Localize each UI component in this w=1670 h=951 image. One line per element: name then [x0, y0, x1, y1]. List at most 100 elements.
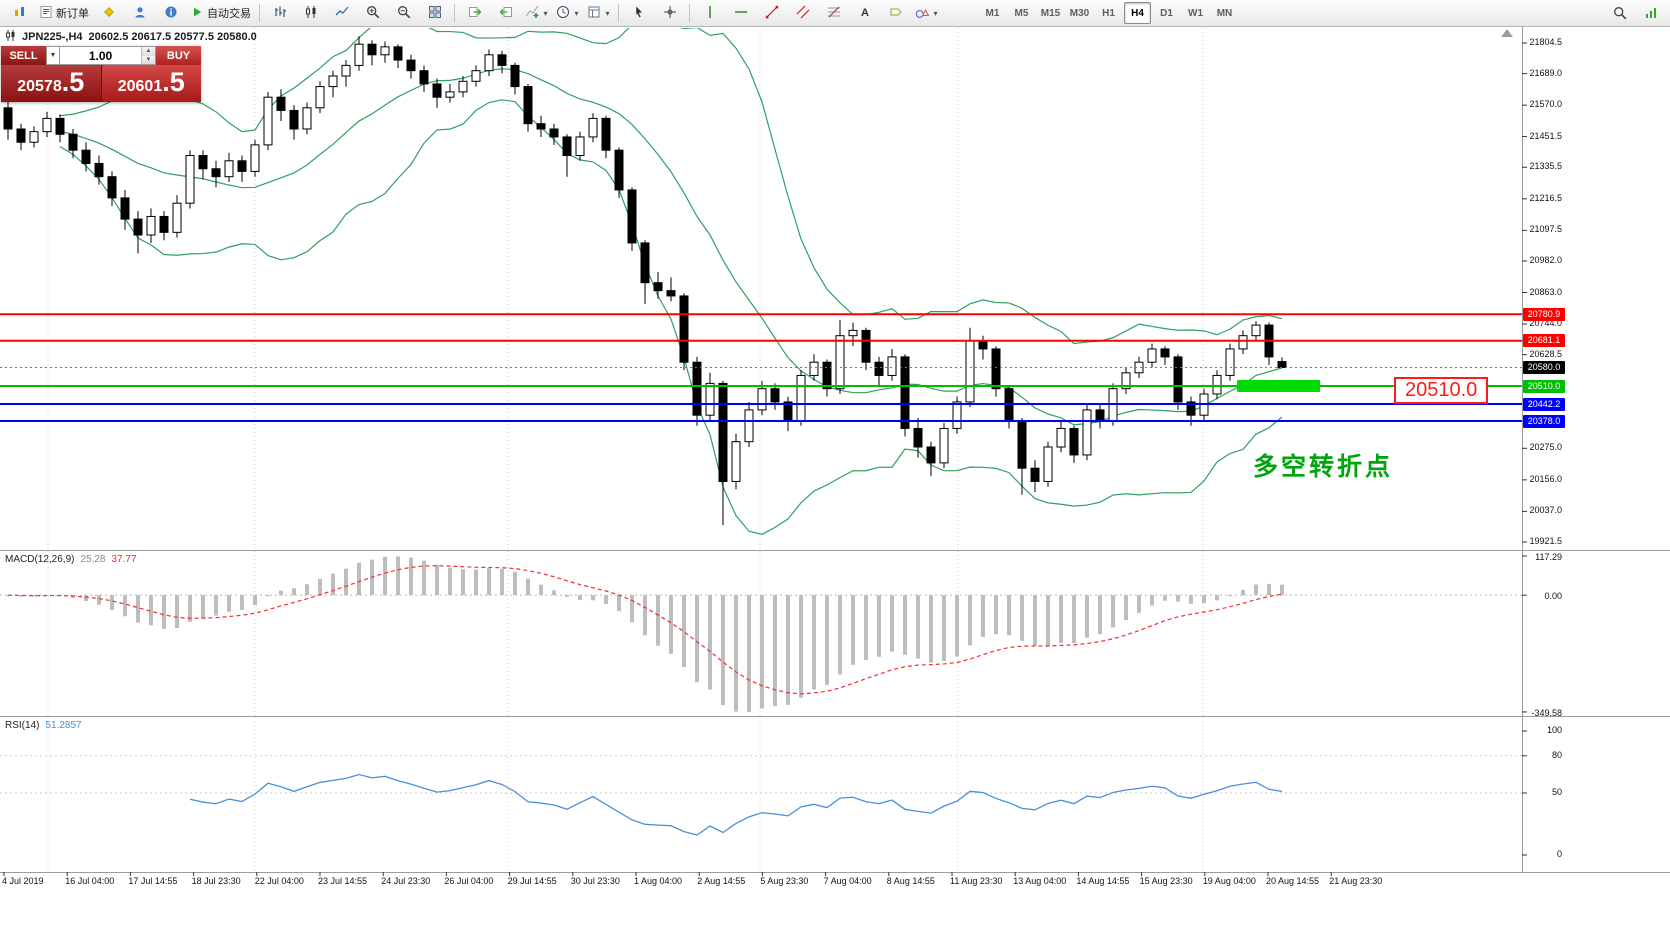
tile-windows-button[interactable] [420, 1, 449, 25]
autotrading-button[interactable]: 自动交易 [187, 1, 254, 25]
volume-up-button[interactable]: ▲ [142, 47, 155, 56]
buy-button[interactable]: BUY [156, 46, 201, 65]
fibonacci-button[interactable] [819, 1, 848, 25]
rsi-panel[interactable] [0, 717, 1522, 872]
price-scale-label: 19921.5 [1529, 536, 1562, 546]
timeframe-m5[interactable]: M5 [1014, 7, 1029, 19]
turning-point-note[interactable]: 多空转折点 [1253, 453, 1394, 481]
channel-button[interactable] [788, 1, 817, 25]
periods-button[interactable]: ▾ [553, 1, 582, 25]
sell-button[interactable]: SELL [1, 46, 46, 65]
chart-shift-button[interactable] [491, 1, 520, 25]
zoom-out-button[interactable] [389, 1, 418, 25]
time-axis-label: 30 Jul 23:30 [570, 876, 620, 886]
timeframe-m1[interactable]: M1 [985, 7, 1000, 19]
vertical-line-button[interactable] [695, 1, 724, 25]
main-plot[interactable] [0, 27, 1522, 550]
label-button[interactable] [881, 1, 910, 25]
macd-histogram-bar [240, 595, 244, 610]
volume-input[interactable]: 1.00 [88, 48, 113, 63]
auto-scroll-button[interactable] [460, 1, 489, 25]
macd-histogram-bar [513, 571, 517, 596]
text-icon: A [858, 5, 872, 22]
macd-panel[interactable] [0, 551, 1522, 716]
time-axis-label: 5 Aug 23:30 [760, 876, 809, 886]
chart-shift-marker[interactable] [1501, 29, 1513, 37]
candle [796, 374, 806, 421]
price-annotation[interactable]: 20510.0 [1394, 377, 1489, 404]
search-button[interactable] [1605, 1, 1634, 25]
macd-signal-value: 37.77 [111, 554, 137, 565]
rsi-scale-label: 50 [1551, 787, 1562, 797]
crosshair-button[interactable] [655, 1, 684, 25]
sell-price-button[interactable]: 20578 .5 [1, 65, 102, 102]
line-chart-button[interactable] [327, 1, 356, 25]
chart-title: JPN225-,H4 20602.5 20617.5 20577.5 20580… [5, 30, 257, 44]
text-button[interactable]: A [850, 1, 879, 25]
timeframe-w1[interactable]: W1 [1188, 7, 1203, 19]
price-scale-label: 20863.0 [1529, 286, 1562, 297]
bar-chart-button[interactable] [265, 1, 294, 25]
sell-price-int: 20578 [17, 78, 62, 95]
candle [406, 59, 416, 72]
buy-price-button[interactable]: 20601 .5 [101, 65, 201, 102]
info-button[interactable] [156, 1, 185, 25]
candlestick-chart-button[interactable] [296, 1, 325, 25]
line-icon [335, 5, 349, 22]
candle [133, 218, 143, 236]
candlestick-icon [5, 30, 16, 44]
chart-canvas[interactable] [0, 27, 1670, 951]
shapes-button[interactable]: ▾ [912, 1, 941, 25]
timeframe-h4[interactable]: H4 [1124, 2, 1151, 24]
time-axis-label: 26 Jul 04:00 [444, 876, 494, 886]
candle [289, 109, 299, 130]
volume-dropdown[interactable]: ▼ [46, 46, 60, 65]
connection-icon [1636, 1, 1665, 25]
candle [1238, 335, 1248, 350]
macd-histogram-bar [1033, 595, 1037, 646]
time-axis-label: 20 Aug 14:55 [1266, 876, 1320, 886]
timeframe-m30[interactable]: M30 [1069, 7, 1090, 19]
macd-histogram-bar [305, 584, 309, 596]
macd-histogram-bar [318, 578, 322, 596]
candle [536, 123, 546, 130]
candle [1030, 467, 1040, 482]
zoom-in-icon [366, 5, 380, 22]
macd-histogram-bar [721, 595, 725, 706]
indicators-button[interactable]: ▾ [522, 1, 551, 25]
candle [809, 361, 819, 376]
trendline-button[interactable] [757, 1, 786, 25]
timeframe-h1[interactable]: H1 [1102, 7, 1115, 19]
cursor-button[interactable] [624, 1, 653, 25]
macd-histogram-bar [1189, 595, 1193, 604]
time-axis-label: 8 Aug 14:55 [886, 876, 935, 886]
candle [120, 197, 130, 220]
symbol-chart-button[interactable] [5, 1, 34, 25]
profile-button[interactable] [125, 1, 154, 25]
price-scale-label: 21570.0 [1529, 99, 1562, 110]
timeframe-mn[interactable]: MN [1216, 7, 1233, 19]
metaeditor-button[interactable] [94, 1, 123, 25]
chart-window[interactable]: JPN225-,H4 20602.5 20617.5 20577.5 20580… [0, 27, 1670, 951]
candle [653, 282, 663, 292]
macd-histogram-bar [877, 595, 881, 657]
fibo-icon [827, 5, 841, 22]
highlight-rectangle[interactable] [1237, 380, 1320, 392]
macd-histogram-bar [1124, 595, 1128, 621]
templates-button[interactable]: ▾ [584, 1, 613, 25]
candle [497, 54, 507, 66]
trend-icon [765, 5, 779, 22]
candle [627, 189, 637, 244]
timeframe-d1[interactable]: D1 [1160, 7, 1173, 19]
volume-down-button[interactable]: ▼ [142, 55, 155, 64]
time-axis-label: 23 Jul 14:55 [318, 876, 368, 886]
zoom-in-button[interactable] [358, 1, 387, 25]
timeframe-m15[interactable]: M15 [1040, 7, 1061, 19]
macd-histogram-bar [695, 595, 699, 683]
candle [315, 86, 325, 109]
clock-icon [556, 5, 570, 22]
new-order-button[interactable]: 新订单 [36, 1, 92, 25]
rsi-label: RSI(14) 51.2857 [5, 720, 82, 731]
candle [614, 149, 624, 191]
horizontal-line-button[interactable] [726, 1, 755, 25]
